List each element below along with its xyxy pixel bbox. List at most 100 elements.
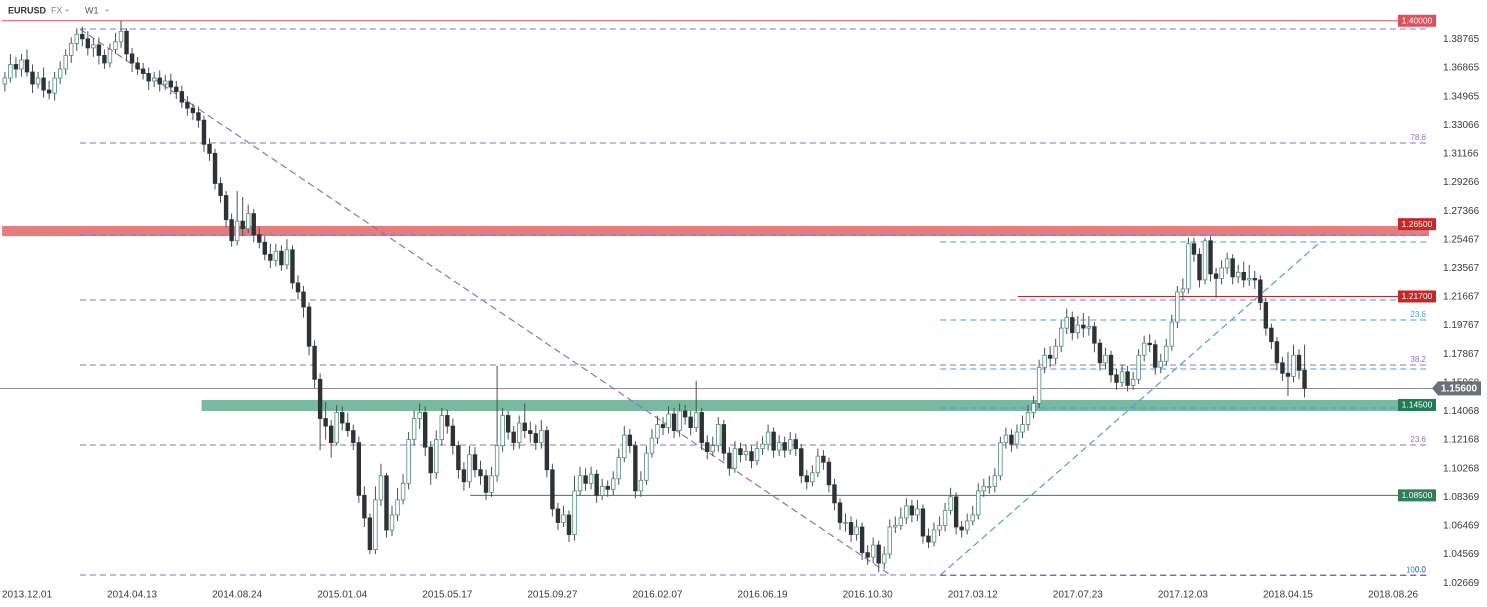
y-tick-label: 1.19767 — [1443, 320, 1480, 331]
candle-body — [35, 77, 41, 85]
candle-body — [804, 475, 810, 483]
zone — [201, 399, 1429, 411]
candle-body — [533, 433, 539, 444]
x-tick-label: 2013.12.01 — [2, 590, 52, 601]
candle-body — [517, 422, 522, 444]
candle-body — [776, 442, 782, 451]
candle-body — [1191, 243, 1197, 255]
candle-body — [572, 490, 577, 535]
candle-body — [124, 30, 129, 55]
candle-body — [970, 514, 975, 522]
y-tick-label: 1.06469 — [1443, 521, 1480, 532]
candle-body — [428, 446, 433, 474]
candle-body — [682, 410, 688, 418]
candle-body — [1175, 291, 1180, 323]
candle-body — [837, 502, 843, 523]
fib-ratio-label: 38.2 — [1410, 355, 1426, 364]
y-tick-label: 1.23567 — [1443, 263, 1480, 274]
candle-body — [622, 434, 627, 459]
candle-body — [483, 475, 489, 493]
candle-body — [1247, 278, 1252, 281]
x-tick-label: 2015.05.17 — [422, 590, 472, 601]
candle-body — [727, 452, 732, 469]
dropdown-caret[interactable] — [65, 9, 69, 13]
candle-body — [174, 86, 179, 92]
candle-body — [151, 77, 157, 82]
candle-body — [1031, 403, 1036, 413]
candle-body — [1169, 321, 1175, 347]
candle-body — [223, 195, 229, 221]
candle-body — [588, 473, 594, 484]
candle-body — [1186, 243, 1191, 290]
price-label: 1.40000 — [1402, 16, 1433, 26]
symbol[interactable]: EURUSD — [8, 5, 47, 15]
candle-body — [96, 44, 102, 56]
y-tick-label: 1.31166 — [1443, 149, 1479, 160]
candle-body — [832, 484, 837, 504]
candle-body — [738, 448, 743, 456]
candle-body — [135, 62, 140, 70]
y-tick-label: 1.38765 — [1443, 34, 1480, 45]
candle-body — [677, 410, 682, 431]
dropdown-caret[interactable] — [105, 9, 109, 13]
timeframe[interactable]: W1 — [85, 5, 99, 15]
fib-ratio-label: 23.6 — [1410, 310, 1426, 319]
candle-body — [705, 442, 710, 453]
candle-body — [323, 418, 328, 427]
candle-body — [953, 496, 959, 528]
candle-body — [85, 38, 91, 49]
candle-body — [1197, 253, 1202, 281]
candle-body — [616, 457, 621, 480]
candle-body — [732, 448, 738, 469]
fib-ratio-label: 0.0 — [1415, 565, 1427, 574]
candle-body — [898, 517, 904, 526]
candle-body — [655, 424, 660, 439]
y-tick-label: 1.08369 — [1443, 492, 1480, 503]
price-label: 1.21700 — [1402, 291, 1433, 301]
candle-body — [246, 213, 251, 230]
y-tick-label: 1.29266 — [1443, 177, 1480, 188]
candle-body — [1235, 271, 1241, 278]
candle-body — [1025, 412, 1031, 425]
candle-body — [771, 431, 776, 451]
candle-body — [185, 101, 190, 109]
candle-body — [1147, 342, 1152, 346]
x-tick-label: 2015.09.27 — [527, 590, 577, 601]
candle-body — [1274, 341, 1280, 364]
candle-body — [666, 413, 671, 428]
candle-body — [1263, 302, 1269, 329]
candle-body — [434, 439, 439, 474]
candle-body — [887, 526, 892, 555]
candle-body — [1064, 317, 1069, 329]
candle-body — [539, 430, 544, 444]
candle-body — [511, 431, 516, 444]
candle-body — [810, 472, 815, 483]
candle-body — [522, 422, 527, 431]
candle-body — [926, 535, 931, 543]
candle-body — [1075, 324, 1081, 334]
trendline — [79, 28, 891, 576]
candle-body — [1097, 342, 1103, 364]
candle-body — [373, 499, 378, 550]
candle-body — [129, 53, 135, 64]
candle-body — [190, 107, 196, 114]
candle-body — [1036, 366, 1042, 404]
candle-body — [1103, 354, 1108, 364]
candle-body — [1081, 324, 1086, 329]
candle-body — [915, 508, 920, 516]
candle-body — [212, 152, 218, 184]
candle-body — [168, 80, 173, 88]
price-label-box — [1398, 398, 1436, 411]
price-label: 1.08500 — [1402, 490, 1433, 500]
candle-body — [948, 496, 953, 511]
candle-body — [362, 494, 367, 519]
candle-body — [351, 430, 356, 444]
candle-body — [964, 520, 970, 531]
candle-body — [356, 442, 362, 496]
x-tick-label: 2018.08.26 — [1368, 590, 1418, 601]
candle-body — [2, 77, 8, 85]
trendline — [939, 241, 1321, 576]
candle-body — [1164, 345, 1169, 362]
x-tick-label: 2016.10.30 — [843, 590, 893, 601]
